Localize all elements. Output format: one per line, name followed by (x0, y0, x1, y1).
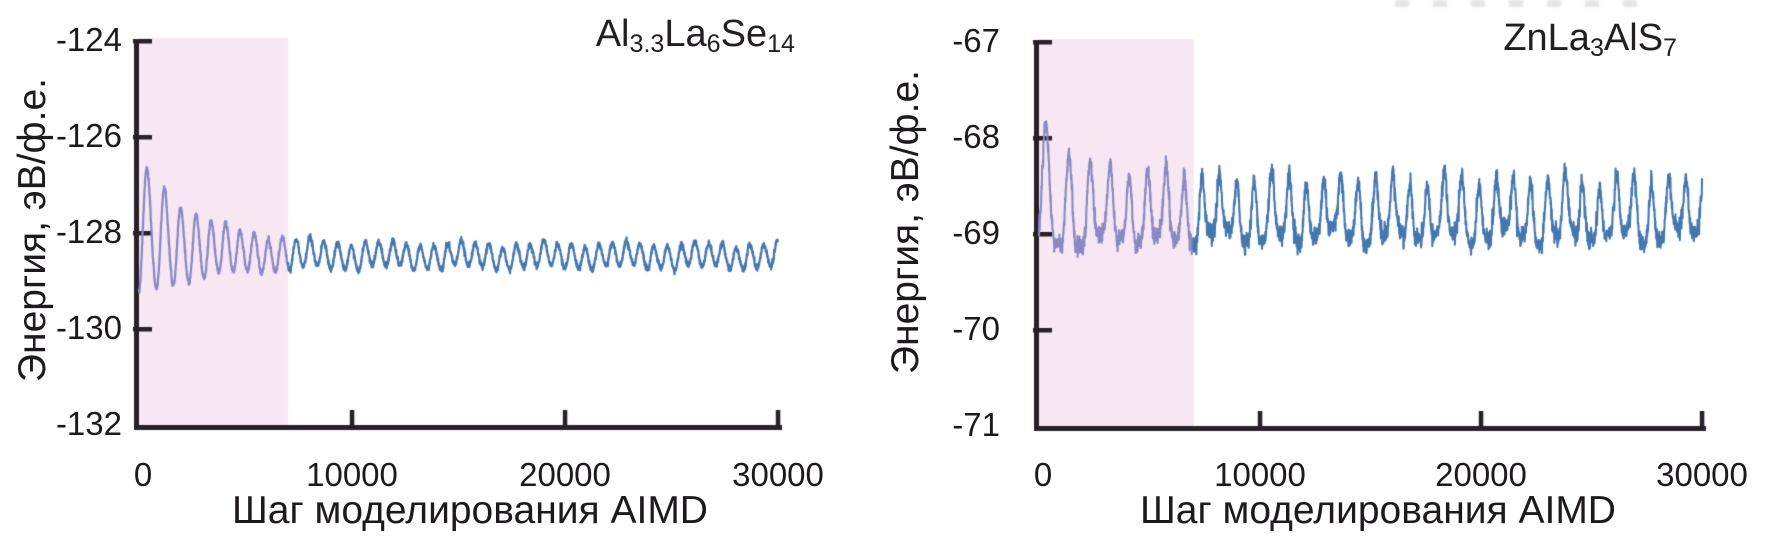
x-tick-label: 30000 (1656, 456, 1748, 493)
x-tick-label: 10000 (306, 456, 398, 493)
y-tick-label: -130 (55, 309, 122, 346)
chart-title: ZnLa3AlS7 (1503, 17, 1677, 63)
cropped-text-artifact (1395, 0, 1650, 7)
y-tick-label: -71 (952, 406, 1000, 443)
x-tick-label: 0 (133, 456, 153, 493)
x-axis-label: Шаг моделирования AIMD (1140, 489, 1616, 532)
y-tick-label: -132 (55, 405, 122, 442)
x-tick-label: 20000 (1435, 456, 1527, 493)
plot-canvas-right (886, 0, 1772, 538)
x-tick-label: 30000 (732, 456, 824, 493)
chart-panel-left: Энергия, эВ/ф.е. Шаг моделирования AIMD … (0, 0, 886, 538)
y-tick-label: -124 (55, 21, 122, 58)
chart-panel-right: Энергия, эВ/ф.е. Шаг моделирования AIMD … (884, 0, 1772, 538)
y-tick-label: -69 (952, 214, 1000, 251)
y-tick-label: -67 (952, 22, 1000, 59)
plot-canvas-left (0, 0, 886, 538)
chart-title: Al3.3La6Se14 (595, 13, 795, 59)
x-tick-label: 0 (1033, 456, 1053, 493)
y-tick-label: -128 (55, 213, 122, 250)
y-tick-label: -126 (55, 117, 122, 154)
x-tick-label: 20000 (519, 456, 611, 493)
y-tick-label: -68 (952, 118, 1000, 155)
x-tick-label: 10000 (1214, 456, 1306, 493)
x-axis-label: Шаг моделирования AIMD (232, 489, 708, 532)
y-tick-label: -70 (952, 310, 1000, 347)
